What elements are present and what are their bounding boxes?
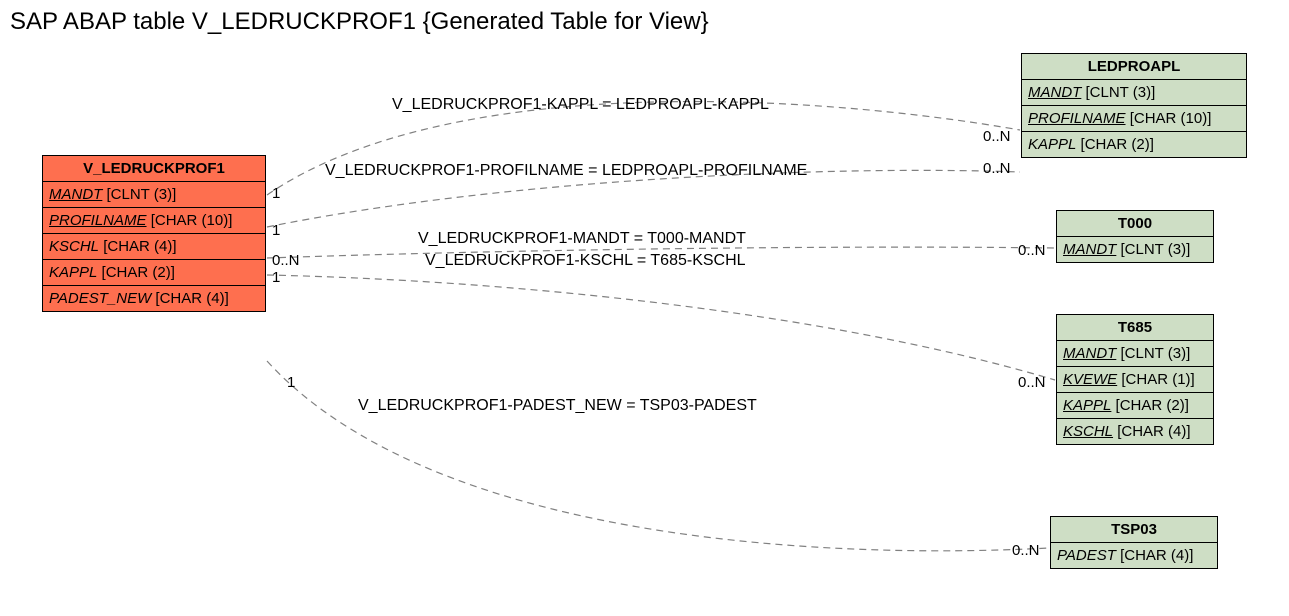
cardinality-source: 1 [272,185,280,202]
entity-field: MANDT [CLNT (3)] [43,182,265,208]
entity-header: T000 [1057,211,1213,237]
field-name: MANDT [1063,345,1116,362]
field-name: MANDT [49,186,102,203]
entity-field: KAPPL [CHAR (2)] [1057,393,1213,419]
entity-field: PROFILNAME [CHAR (10)] [1022,106,1246,132]
field-name: KAPPL [1028,136,1076,153]
field-type: [CHAR (4)] [1120,547,1193,564]
entity-field: KAPPL [CHAR (2)] [1022,132,1246,157]
field-type: [CHAR (4)] [155,290,228,307]
entity-ledproapl: LEDPROAPLMANDT [CLNT (3)]PROFILNAME [CHA… [1021,53,1247,158]
field-name: MANDT [1028,84,1081,101]
field-name: PROFILNAME [49,212,147,229]
entity-field: PADEST [CHAR (4)] [1051,543,1217,568]
entity-field: MANDT [CLNT (3)] [1057,341,1213,367]
entity-header: TSP03 [1051,517,1217,543]
field-name: KAPPL [1063,397,1111,414]
cardinality-target: 0..N [1018,374,1046,391]
entity-header: T685 [1057,315,1213,341]
field-type: [CHAR (4)] [1117,423,1190,440]
field-name: KSCHL [49,238,99,255]
field-type: [CHAR (2)] [1081,136,1154,153]
field-type: [CHAR (10)] [1130,110,1212,127]
field-name: MANDT [1063,241,1116,258]
field-type: [CHAR (2)] [1116,397,1189,414]
entity-field: PROFILNAME [CHAR (10)] [43,208,265,234]
entity-field: PADEST_NEW [CHAR (4)] [43,286,265,311]
cardinality-source: 1 [287,374,295,391]
entity-header: V_LEDRUCKPROF1 [43,156,265,182]
entity-tsp03: TSP03PADEST [CHAR (4)] [1050,516,1218,569]
entity-field: KSCHL [CHAR (4)] [1057,419,1213,444]
field-type: [CLNT (3)] [1121,345,1191,362]
field-type: [CHAR (10)] [151,212,233,229]
cardinality-target: 0..N [983,128,1011,145]
entity-field: MANDT [CLNT (3)] [1022,80,1246,106]
er-diagram: SAP ABAP table V_LEDRUCKPROF1 {Generated… [0,0,1289,616]
entity-v_ledruckprof1: V_LEDRUCKPROF1MANDT [CLNT (3)]PROFILNAME… [42,155,266,312]
entity-header: LEDPROAPL [1022,54,1246,80]
edge-label: V_LEDRUCKPROF1-MANDT = T000-MANDT [418,230,746,248]
field-name: PROFILNAME [1028,110,1126,127]
page-title: SAP ABAP table V_LEDRUCKPROF1 {Generated… [10,8,709,36]
entity-t685: T685MANDT [CLNT (3)]KVEWE [CHAR (1)]KAPP… [1056,314,1214,445]
field-name: PADEST_NEW [49,290,151,307]
edge-line [267,102,1020,195]
entity-field: KSCHL [CHAR (4)] [43,234,265,260]
edge-label: V_LEDRUCKPROF1-KAPPL = LEDPROAPL-KAPPL [392,96,769,114]
cardinality-source: 1 [272,269,280,286]
field-type: [CHAR (1)] [1121,371,1194,388]
edge-label: V_LEDRUCKPROF1-PADEST_NEW = TSP03-PADEST [358,397,757,415]
field-type: [CLNT (3)] [1121,241,1191,258]
cardinality-target: 0..N [1012,542,1040,559]
field-type: [CLNT (3)] [107,186,177,203]
edge-line [267,275,1055,380]
edge-line [267,361,1049,551]
edge-label: V_LEDRUCKPROF1-KSCHL = T685-KSCHL [425,252,746,270]
cardinality-source: 0..N [272,252,300,269]
field-name: PADEST [1057,547,1116,564]
cardinality-target: 0..N [983,160,1011,177]
entity-field: KVEWE [CHAR (1)] [1057,367,1213,393]
entity-field: MANDT [CLNT (3)] [1057,237,1213,262]
field-name: KAPPL [49,264,97,281]
entity-field: KAPPL [CHAR (2)] [43,260,265,286]
field-type: [CLNT (3)] [1086,84,1156,101]
cardinality-target: 0..N [1018,242,1046,259]
edge-label: V_LEDRUCKPROF1-PROFILNAME = LEDPROAPL-PR… [325,162,807,180]
cardinality-source: 1 [272,222,280,239]
field-name: KSCHL [1063,423,1113,440]
field-type: [CHAR (4)] [103,238,176,255]
entity-t000: T000MANDT [CLNT (3)] [1056,210,1214,263]
field-type: [CHAR (2)] [102,264,175,281]
field-name: KVEWE [1063,371,1117,388]
